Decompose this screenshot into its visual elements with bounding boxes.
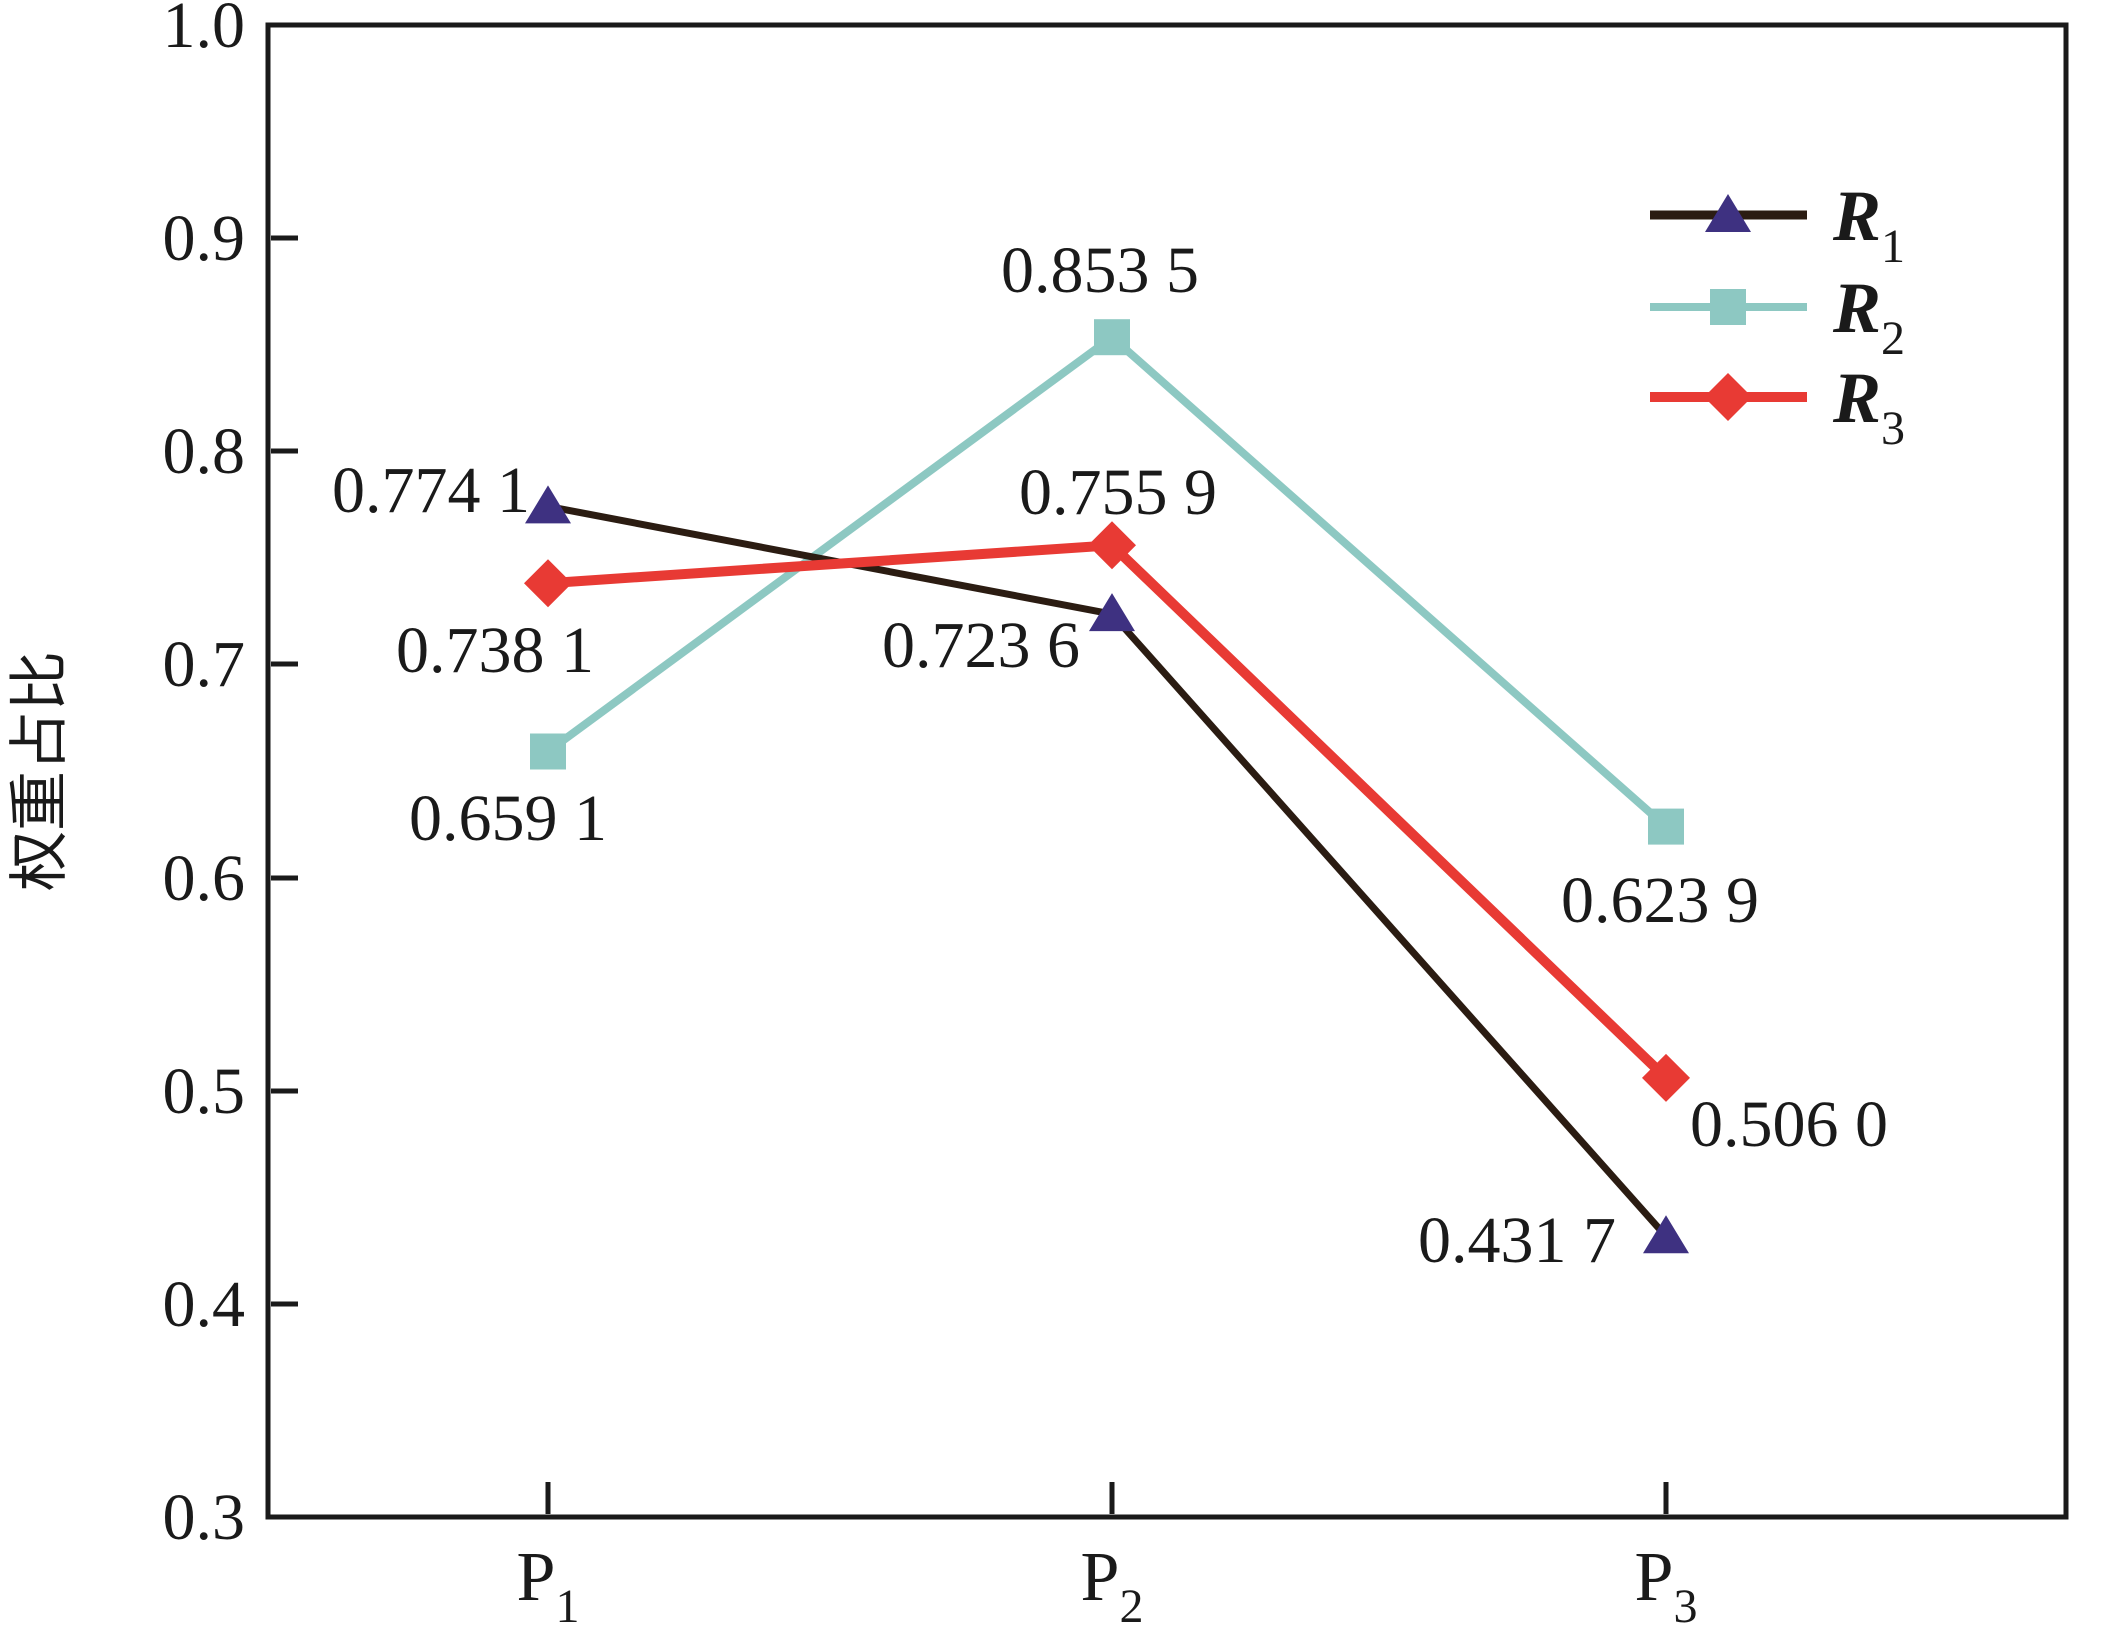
data-label-r3-p3: 0.506 0 bbox=[1690, 1088, 1888, 1161]
marker-square-p3 bbox=[1648, 808, 1684, 845]
marker-square-p1 bbox=[530, 733, 566, 770]
legend-label-r3: R3 bbox=[1832, 358, 1905, 455]
data-label-r1-p1: 0.774 1 bbox=[332, 454, 530, 527]
x-label-p2: P2 bbox=[1081, 1539, 1144, 1631]
data-label-r2-p3: 0.623 9 bbox=[1561, 864, 1759, 937]
legend: R1 R2 R3 bbox=[1650, 176, 1905, 455]
legend-marker-diamond bbox=[1704, 373, 1752, 421]
x-label-base: P bbox=[1081, 1539, 1120, 1616]
data-label-r1-p3: 0.431 7 bbox=[1418, 1204, 1616, 1277]
legend-label-base: R bbox=[1832, 268, 1881, 348]
data-label-r2-p2: 0.853 5 bbox=[1001, 234, 1199, 307]
legend-label-r2: R2 bbox=[1832, 268, 1905, 365]
y-tick-label: 0.6 bbox=[163, 842, 246, 915]
x-label-subscript: 2 bbox=[1119, 1580, 1143, 1631]
x-label-subscript: 1 bbox=[555, 1580, 579, 1631]
legend-label-subscript: 1 bbox=[1881, 220, 1905, 273]
y-tick-label: 0.4 bbox=[163, 1268, 246, 1341]
legend-label-subscript: 3 bbox=[1881, 402, 1905, 455]
marker-triangle-p1 bbox=[525, 485, 571, 524]
series-markers-r3 bbox=[524, 521, 1690, 1102]
x-label-base: P bbox=[517, 1539, 556, 1616]
legend-label-base: R bbox=[1832, 176, 1881, 256]
y-tick-label: 1.0 bbox=[163, 0, 246, 62]
series-line-r2 bbox=[545, 332, 1669, 830]
series-markers-r2 bbox=[530, 319, 1684, 845]
data-labels: 0.774 1 0.723 6 0.431 7 0.659 1 0.853 5 … bbox=[332, 234, 1888, 1277]
x-axis-category-labels: P1 P2 P3 bbox=[517, 1539, 1698, 1631]
legend-marker-square bbox=[1710, 289, 1746, 325]
y-tick-label: 0.7 bbox=[163, 628, 246, 701]
series-markers-r1 bbox=[525, 485, 1689, 1254]
plot-frame bbox=[265, 22, 2069, 1520]
marker-square-p2 bbox=[1094, 319, 1130, 356]
marker-diamond-p3 bbox=[1642, 1053, 1690, 1102]
x-label-p1: P1 bbox=[517, 1539, 580, 1631]
x-label-p3: P3 bbox=[1635, 1539, 1698, 1631]
marker-diamond-p2 bbox=[1088, 521, 1136, 570]
y-tick-label: 0.9 bbox=[163, 202, 246, 275]
x-label-base: P bbox=[1635, 1539, 1674, 1616]
data-label-r3-p2: 0.755 9 bbox=[1019, 456, 1217, 529]
y-tick-label: 0.5 bbox=[163, 1055, 246, 1128]
y-axis-title: 权重占比 bbox=[7, 651, 73, 891]
marker-diamond-p1 bbox=[524, 559, 572, 608]
data-label-r2-p1: 0.659 1 bbox=[409, 782, 607, 855]
y-tick-label: 0.8 bbox=[163, 415, 246, 488]
legend-label-subscript: 2 bbox=[1881, 312, 1905, 365]
x-label-subscript: 3 bbox=[1673, 1580, 1697, 1631]
legend-label-base: R bbox=[1832, 358, 1881, 438]
y-tick-label: 0.3 bbox=[163, 1481, 246, 1554]
marker-triangle-p3 bbox=[1643, 1215, 1689, 1254]
legend-label-r1: R1 bbox=[1832, 176, 1905, 273]
y-axis-tick-labels: 1.0 0.9 0.8 0.7 0.6 0.5 0.4 0.3 bbox=[163, 0, 246, 1554]
x-axis-ticks bbox=[545, 1482, 1669, 1514]
data-label-r3-p1: 0.738 1 bbox=[396, 614, 594, 687]
legend-marker-triangle bbox=[1705, 194, 1751, 232]
y-axis-ticks bbox=[271, 235, 298, 1307]
data-label-r1-p2: 0.723 6 bbox=[882, 609, 1080, 682]
marker-triangle-p2 bbox=[1089, 593, 1135, 632]
